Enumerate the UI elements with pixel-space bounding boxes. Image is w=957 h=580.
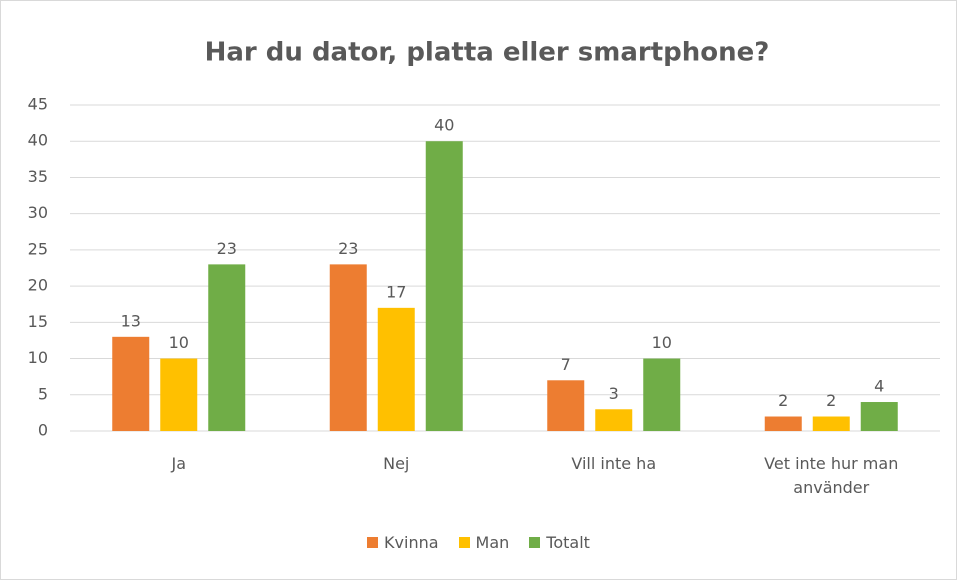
data-label: 23 <box>338 239 358 258</box>
y-tick-label: 15 <box>28 312 48 331</box>
y-tick-label: 10 <box>28 348 48 367</box>
bar <box>547 380 585 431</box>
y-tick-label: 45 <box>28 95 48 114</box>
legend: Kvinna Man Totalt <box>0 533 957 552</box>
bar <box>812 416 850 431</box>
bar <box>860 402 898 431</box>
data-label: 23 <box>217 239 237 258</box>
y-tick-label: 0 <box>38 421 48 440</box>
bar <box>329 264 367 431</box>
data-label: 10 <box>169 333 189 352</box>
bar <box>425 141 463 431</box>
y-tick-label: 25 <box>28 239 48 258</box>
data-label: 3 <box>609 384 619 403</box>
data-label: 40 <box>434 116 454 135</box>
x-tick-label: Nej <box>383 454 410 473</box>
legend-item: Totalt <box>529 533 590 552</box>
bar <box>112 336 150 431</box>
data-label: 13 <box>121 311 141 330</box>
data-label: 17 <box>386 282 406 301</box>
bar <box>160 358 198 431</box>
legend-swatch <box>529 537 541 548</box>
legend-swatch <box>367 537 379 548</box>
bar <box>764 416 802 431</box>
y-tick-label: 35 <box>28 167 48 186</box>
legend-item: Man <box>458 533 510 552</box>
bar <box>643 358 681 431</box>
y-tick-label: 30 <box>28 203 48 222</box>
legend-label: Totalt <box>546 533 590 552</box>
legend-label: Kvinna <box>384 533 439 552</box>
y-tick-label: 5 <box>38 384 48 403</box>
x-tick-label: Vill inte ha <box>571 454 657 473</box>
data-label: 2 <box>778 391 788 410</box>
y-tick-label: 20 <box>28 276 48 295</box>
data-label: 7 <box>561 355 571 374</box>
data-label: 4 <box>874 377 884 396</box>
chart-title: Har du dator, platta eller smartphone? <box>205 38 770 68</box>
x-tick-label: Ja <box>171 454 187 473</box>
bar <box>595 409 633 431</box>
legend-label: Man <box>475 533 510 552</box>
bar <box>377 307 415 431</box>
data-label: 2 <box>826 391 836 410</box>
legend-swatch <box>458 537 470 548</box>
y-tick-label: 40 <box>28 131 48 150</box>
x-tick-label: Vet inte hur man använder <box>764 454 899 497</box>
legend-item: Kvinna <box>367 533 439 552</box>
data-label: 10 <box>652 333 672 352</box>
bar <box>208 264 246 431</box>
